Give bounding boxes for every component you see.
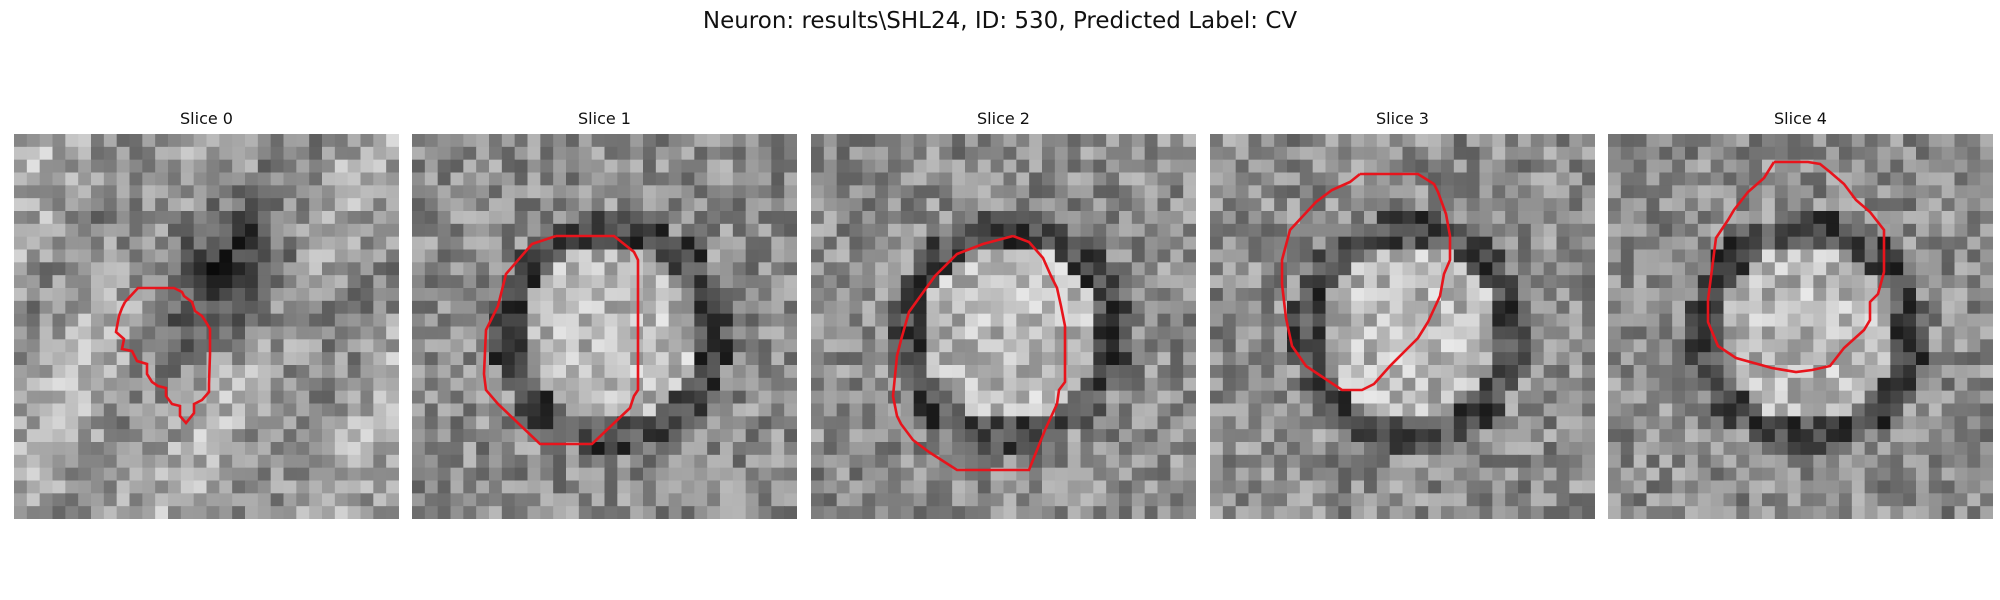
roi-contour-0 bbox=[114, 286, 212, 426]
slice-pixel-grid-1 bbox=[412, 134, 797, 519]
roi-contour-4 bbox=[1706, 160, 1886, 374]
slice-title-4: Slice 4 bbox=[1774, 109, 1827, 128]
slice-image-1 bbox=[412, 134, 797, 519]
slice-title-3: Slice 3 bbox=[1376, 109, 1429, 128]
slice-pixel-grid-2 bbox=[811, 134, 1196, 519]
slice-title-1: Slice 1 bbox=[578, 109, 631, 128]
roi-contour-1 bbox=[482, 234, 640, 446]
slice-pixel-grid-3 bbox=[1210, 134, 1595, 519]
slice-panel-2: Slice 2 bbox=[811, 108, 1196, 519]
roi-contour-3 bbox=[1280, 172, 1452, 392]
slice-image-2 bbox=[811, 134, 1196, 519]
slice-panel-4: Slice 4 bbox=[1608, 108, 1993, 519]
roi-contour-2 bbox=[891, 234, 1067, 472]
slice-image-3 bbox=[1210, 134, 1595, 519]
figure-title: Neuron: results\SHL24, ID: 530, Predicte… bbox=[702, 8, 1298, 34]
slice-panel-1: Slice 1 bbox=[412, 108, 797, 519]
slice-panel-3: Slice 3 bbox=[1210, 108, 1595, 519]
slice-pixel-grid-0 bbox=[14, 134, 399, 519]
slice-image-0 bbox=[14, 134, 399, 519]
slice-title-2: Slice 2 bbox=[977, 109, 1030, 128]
slice-title-0: Slice 0 bbox=[180, 109, 233, 128]
slice-panel-0: Slice 0 bbox=[14, 108, 399, 519]
slice-pixel-grid-4 bbox=[1608, 134, 1993, 519]
slice-image-4 bbox=[1608, 134, 1993, 519]
